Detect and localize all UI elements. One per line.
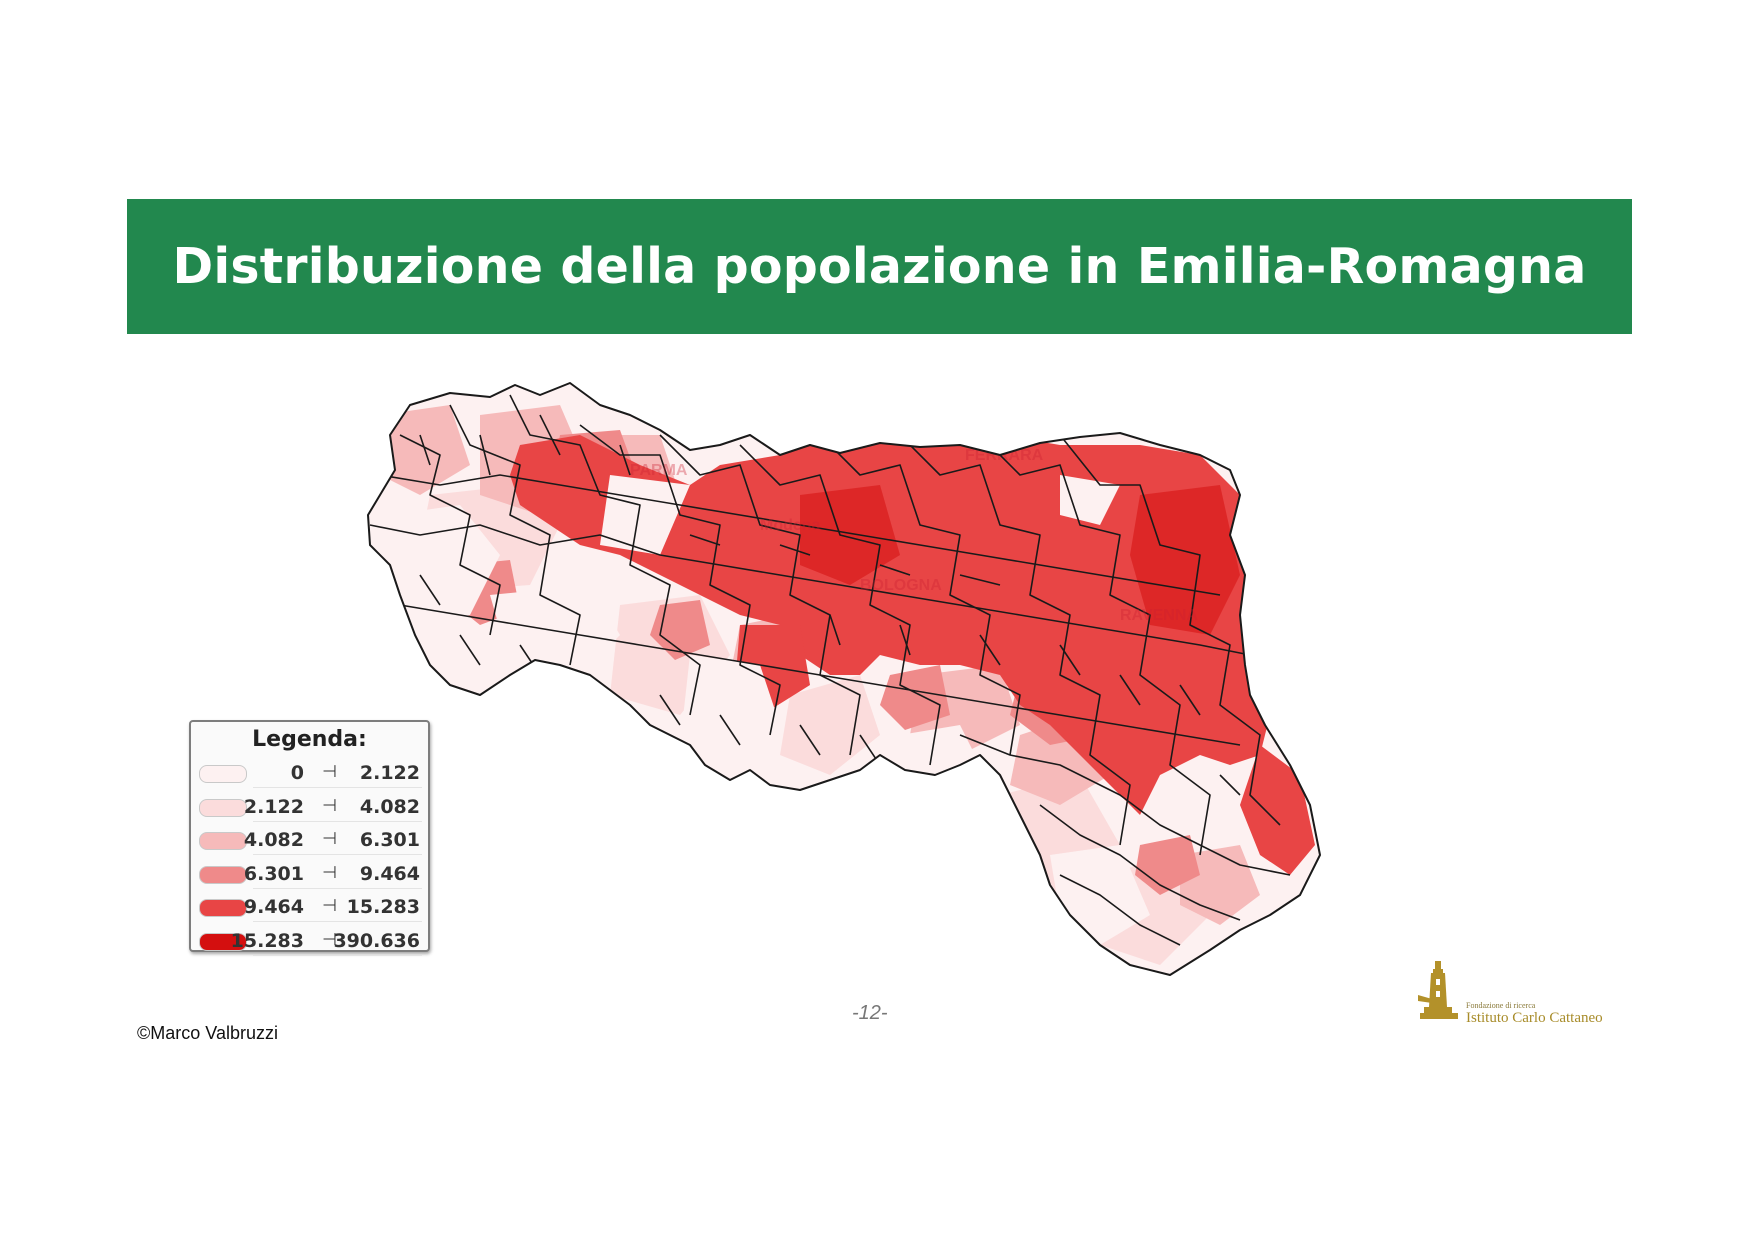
legend-from-value: 6.301 [243,862,304,885]
legend-to-value: 4.082 [359,795,420,818]
legend-row: 4.082 ⊣ 6.301 [191,825,428,855]
logo-subtitle: Fondazione di ricerca [1466,1001,1536,1010]
legend-row: 0 ⊣ 2.122 [191,758,428,788]
legend-to-value: 2.122 [359,762,420,784]
legend-row: 2.122 ⊣ 4.082 [191,792,428,822]
map-legend: Legenda: 0 ⊣ 2.122 2.122 ⊣ 4.082 4.082 ⊣ 6.301 6.… [189,720,430,956]
legend-from-value: 2.122 [243,795,304,818]
logo-name: Istituto Carlo Cattaneo [1466,1010,1603,1026]
istituto-cattaneo-logo: Fondazione di ricerca Istituto Carlo Cat… [1418,955,1618,1030]
population-map: PARMA Modena FERRARA BOLOGNA RAVENNA [367,382,1321,976]
legend-separator: ⊣ [322,862,337,882]
legend-to-value: 6.301 [359,829,420,851]
author-credit: ©Marco Valbruzzi [137,1023,278,1043]
legend-from-value: 15.283 [230,929,304,952]
legend-separator: ⊣ [322,795,337,815]
legend-separator: ⊣ [322,929,337,949]
legend-to-value: 9.464 [359,862,420,885]
tower-icon [1418,961,1458,1019]
legend-swatch [199,932,247,951]
page-number: -12- [852,1002,888,1024]
legend-swatch [199,865,247,884]
legend-separator: ⊣ [322,829,337,848]
legend-to-value: 15.283 [346,896,420,918]
legend-title: Legenda: [252,727,367,752]
legend-separator: ⊣ [322,896,337,915]
legend-row: 6.301 ⊣ 9.464 [191,859,428,889]
legend-separator: ⊣ [322,762,337,781]
title-bar: Distribuzione della popolazione in Emili… [127,199,1632,334]
legend-from-value: 9.464 [243,896,304,918]
city-label-modena: Modena [760,517,821,534]
city-label-parma: PARMA [630,462,688,479]
legend-row: 15.283 ⊣ 390.636 [191,926,428,956]
legend-swatch [199,765,247,783]
legend-row: 9.464 ⊣ 15.283 [191,892,428,922]
legend-from-value: 0 [290,762,304,784]
legend-swatch [199,798,247,817]
legend-swatch [199,832,247,850]
legend-to-value: 390.636 [333,929,420,952]
city-label-ravenna: RAVENNA [1120,607,1198,624]
city-label-bologna: BOLOGNA [860,577,942,594]
legend-swatch [199,899,247,917]
page-title: Distribuzione della popolazione in Emili… [172,238,1587,295]
legend-from-value: 4.082 [243,829,304,851]
